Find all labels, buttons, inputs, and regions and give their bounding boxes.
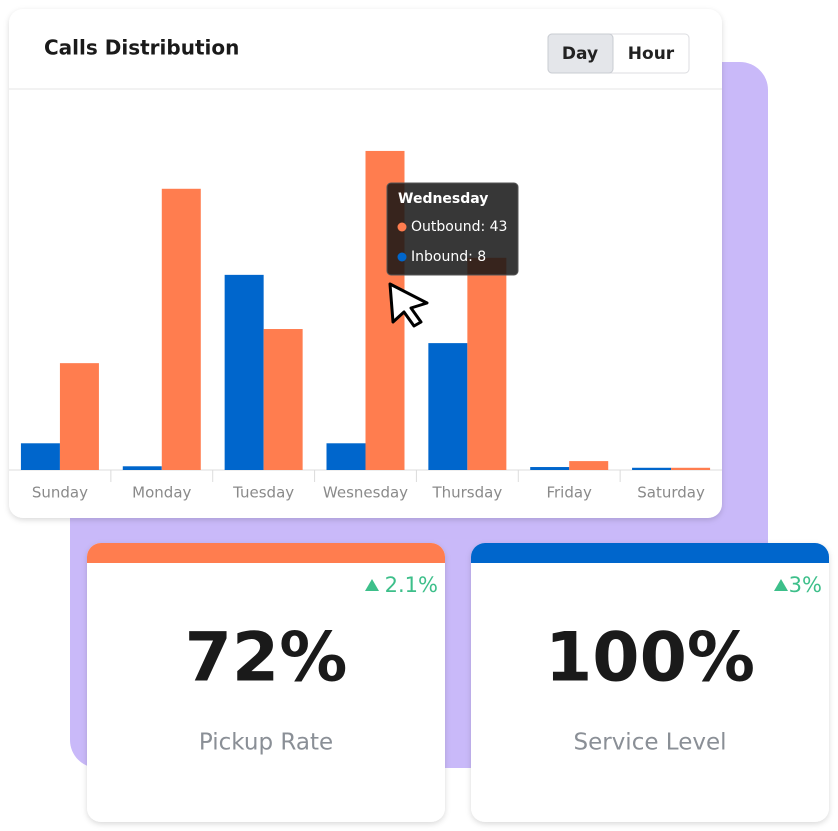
kpi-delta: 2.1% (385, 573, 438, 597)
tooltip-title: Wednesday (398, 191, 488, 207)
tooltip: Wednesday Outbound: 43 Inbound: 8 (386, 182, 519, 276)
x-tick-label: Saturday (637, 484, 705, 502)
cursor (388, 282, 429, 328)
kpi-delta: 3% (789, 573, 822, 597)
kpi-value: 72% (185, 619, 348, 698)
bar (569, 461, 609, 470)
widget-title: Calls Distribution (44, 36, 239, 60)
tooltip-dot (397, 222, 407, 232)
tooltip-item: Inbound: 8 (411, 249, 486, 265)
kpi-card (471, 543, 829, 822)
x-tick-label: Sunday (32, 484, 88, 502)
tooltip-box (386, 182, 519, 276)
bar (428, 343, 468, 470)
x-tick-label: Tuesday (232, 484, 294, 502)
x-tick-label: Monday (132, 484, 191, 502)
bar (467, 257, 507, 470)
bar (671, 467, 711, 470)
bar (326, 443, 366, 470)
x-tick-label: Friday (546, 484, 592, 502)
kpi-delta-icon (774, 579, 788, 591)
bar (530, 467, 570, 470)
toggle-label[interactable]: Day (562, 44, 598, 64)
bar (20, 443, 60, 470)
bar (632, 467, 672, 470)
kpi-label: Service Level (573, 730, 726, 756)
cards: 2.1% 72% Pickup Rate 3% 100% Service Level (87, 543, 829, 822)
x-tick-label: Thursday (431, 484, 502, 502)
kpi-value: 100% (545, 619, 755, 698)
toggle-day[interactable] (547, 33, 614, 74)
toggle-label[interactable]: Hour (628, 44, 675, 64)
kpi-card (87, 543, 445, 822)
kpi-card-bar (87, 543, 445, 563)
tooltip-item: Outbound: 43 (411, 219, 507, 235)
x-tick-label: Wesnesday (323, 484, 408, 502)
bar (122, 466, 162, 470)
plot: Sunday Monday Tuesday Wesnesday Thursday Frid… (20, 150, 711, 502)
bar (224, 274, 264, 470)
kpi-label: Pickup Rate (199, 730, 333, 756)
kpi-delta-icon (365, 579, 379, 591)
tooltip-dot (397, 252, 407, 262)
bar (161, 188, 201, 471)
bar (59, 363, 99, 470)
kpi-card-bar (471, 543, 829, 563)
bar (263, 329, 303, 470)
